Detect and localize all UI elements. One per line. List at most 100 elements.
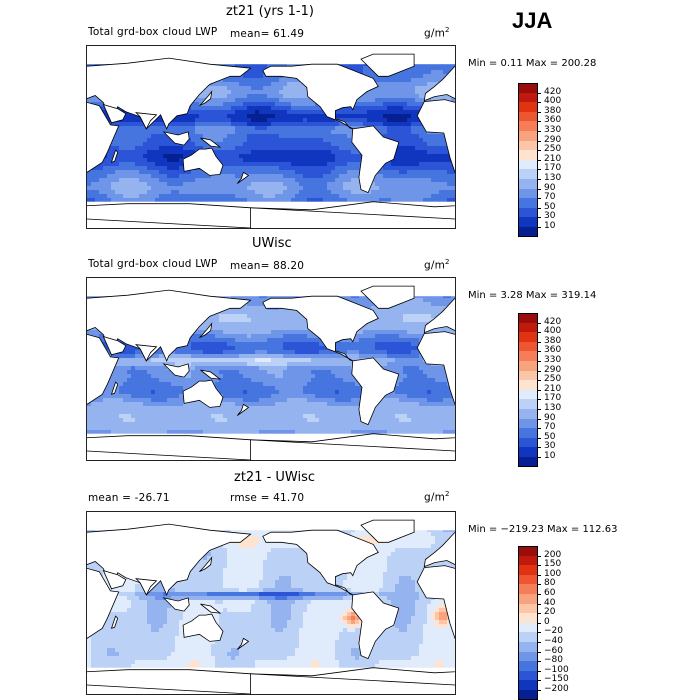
field-cell (443, 66, 448, 71)
field-cell (339, 150, 344, 155)
field-cell (371, 94, 376, 99)
field-cell (319, 130, 324, 135)
field-cell (347, 298, 352, 303)
field-cell (451, 98, 455, 103)
field-cell (299, 142, 304, 147)
field-cell (375, 78, 380, 83)
field-cell (439, 154, 444, 159)
field-cell (103, 186, 108, 191)
field-cell (215, 134, 220, 139)
field-cell (287, 126, 292, 131)
field-cell (139, 142, 144, 147)
field-cell (411, 182, 416, 187)
field-cell (391, 134, 396, 139)
field-cell (255, 70, 260, 75)
field-cell (331, 194, 336, 199)
field-cell (239, 98, 244, 103)
field-cell (411, 158, 416, 163)
field-cell (215, 186, 220, 191)
field-cell (403, 78, 408, 83)
field-cell (411, 106, 416, 111)
field-cell (299, 98, 304, 103)
field-cell (123, 150, 128, 155)
field-cell (411, 90, 416, 95)
colorbar-tick (538, 150, 541, 152)
field-cell (183, 190, 188, 195)
field-cell (219, 186, 224, 191)
field-cell (203, 186, 208, 191)
field-cell (271, 82, 276, 87)
field-cell (279, 82, 284, 87)
field-cell (311, 110, 316, 115)
field-cell (259, 82, 264, 87)
field-cell (227, 178, 232, 183)
field-cell (91, 182, 96, 187)
field-cell (339, 190, 344, 195)
field-cell (151, 174, 156, 179)
field-cell (379, 190, 384, 195)
field-cell (239, 110, 244, 115)
field-cell (271, 194, 276, 199)
field-cell (395, 182, 400, 187)
field-cell (131, 158, 136, 163)
field-cell (239, 102, 244, 107)
field-cell (147, 126, 152, 131)
field-cell (323, 186, 328, 191)
field-cell (407, 158, 412, 163)
field-cell (435, 154, 440, 159)
field-cell (291, 106, 296, 111)
field-cell (211, 86, 216, 91)
field-cell (255, 174, 260, 179)
field-cell (443, 70, 448, 75)
field-cell (239, 162, 244, 167)
field-cell (355, 158, 360, 163)
colorbar-tick (538, 159, 541, 161)
field-cell (423, 134, 428, 139)
field-cell (199, 138, 204, 143)
field-cell (303, 102, 308, 107)
field-cell (315, 174, 320, 179)
field-cell (287, 102, 292, 107)
field-cell (123, 174, 128, 179)
season-label: JJA (512, 8, 553, 33)
field-cell (267, 134, 272, 139)
field-cell (451, 170, 455, 175)
field-cell (283, 146, 288, 151)
field-cell (207, 86, 212, 91)
field-cell (379, 130, 384, 135)
field-cell (231, 106, 236, 111)
field-cell (255, 146, 260, 151)
field-cell (407, 102, 412, 107)
field-cell (171, 166, 176, 171)
field-cell (407, 198, 412, 203)
field-cell (275, 150, 280, 155)
field-cell (427, 138, 432, 143)
field-cell (247, 114, 252, 119)
field-cell (331, 174, 336, 179)
field-cell (295, 162, 300, 167)
field-cell (303, 106, 308, 111)
field-cell (323, 170, 328, 175)
field-cell (195, 194, 200, 199)
field-cell (355, 198, 360, 203)
field-cell (295, 134, 300, 139)
field-cell (227, 118, 232, 123)
field-cell (407, 186, 412, 191)
field-cell (219, 106, 224, 111)
field-cell (107, 158, 112, 163)
field-cell (343, 110, 348, 115)
field-cell (327, 158, 332, 163)
field-cell (299, 126, 304, 131)
field-cell (375, 198, 380, 203)
field-cell (123, 154, 128, 159)
field-cell (223, 154, 228, 159)
field-cell (127, 138, 132, 143)
field-cell (271, 118, 276, 123)
field-cell (147, 150, 152, 155)
field-cell (183, 126, 188, 131)
field-cell (255, 98, 260, 103)
field-cell (415, 66, 420, 71)
field-cell (235, 190, 240, 195)
field-cell (411, 82, 416, 87)
field-cell (375, 106, 380, 111)
